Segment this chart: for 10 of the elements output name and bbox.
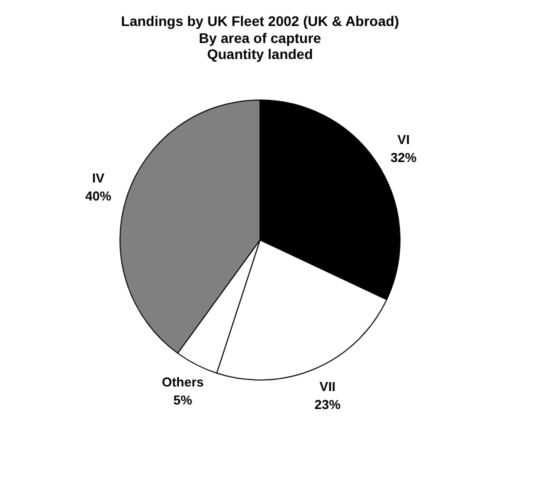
chart-title: Landings by UK Fleet 2002 (UK & Abroad) <box>121 13 399 29</box>
data-label: 40% <box>85 188 112 204</box>
data-label: 32% <box>390 150 417 165</box>
slice-label: VI <box>397 132 410 147</box>
slice-label: IV <box>92 170 105 186</box>
data-label: 5% <box>173 392 193 408</box>
slice-label: VII <box>320 379 336 394</box>
chart-subtitle: By area of capture Quantity landed <box>198 30 322 62</box>
slice-label: Others <box>162 374 204 390</box>
data-label: 23% <box>314 397 341 412</box>
